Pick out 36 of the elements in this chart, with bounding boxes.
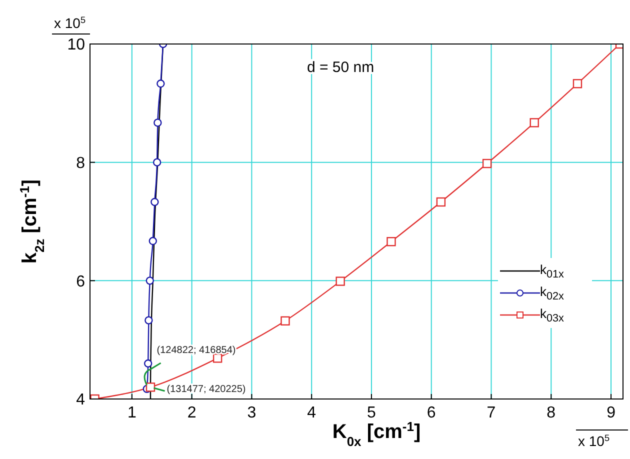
x-tick-label: 4 [307, 404, 316, 422]
point [386, 237, 396, 246]
point [572, 79, 582, 88]
point [148, 236, 157, 246]
point [150, 198, 159, 206]
x-tick-label: 5 [367, 404, 376, 422]
y-tick-label: 10 [67, 36, 86, 54]
line-series [90, 44, 623, 399]
x-tick-label: 8 [546, 404, 556, 422]
x-tick-label: 6 [426, 404, 436, 422]
y-tick-label: 8 [76, 155, 86, 172]
x-axis-title: K$_{0x}$ [cm$^{-1}$] [332, 418, 421, 448]
point [280, 316, 290, 326]
y-tick-label: 6 [76, 273, 86, 290]
point [336, 276, 345, 286]
x-tick-label: 9 [606, 404, 616, 422]
legend-label: k$_{01x}$ [540, 262, 564, 280]
legend-label: k$_{02x}$ [540, 284, 564, 302]
x-tick-label: 3 [247, 404, 256, 422]
point [144, 316, 153, 324]
x-tick-label: 7 [486, 404, 496, 422]
text: x 10$^{5}$ [578, 433, 610, 449]
point [144, 359, 152, 368]
legend-label: k$_{03x}$ [540, 306, 564, 324]
point [156, 80, 165, 88]
point [482, 158, 492, 168]
point [146, 382, 156, 392]
x-tick-label: 2 [187, 404, 196, 422]
point [530, 118, 539, 128]
text: x 10$^{5}$ [54, 15, 86, 31]
point [436, 197, 446, 207]
point [152, 158, 162, 166]
y-tick-label: 4 [76, 392, 86, 409]
x-tick-label: 1 [127, 404, 136, 422]
point [146, 276, 154, 285]
point [154, 118, 162, 127]
